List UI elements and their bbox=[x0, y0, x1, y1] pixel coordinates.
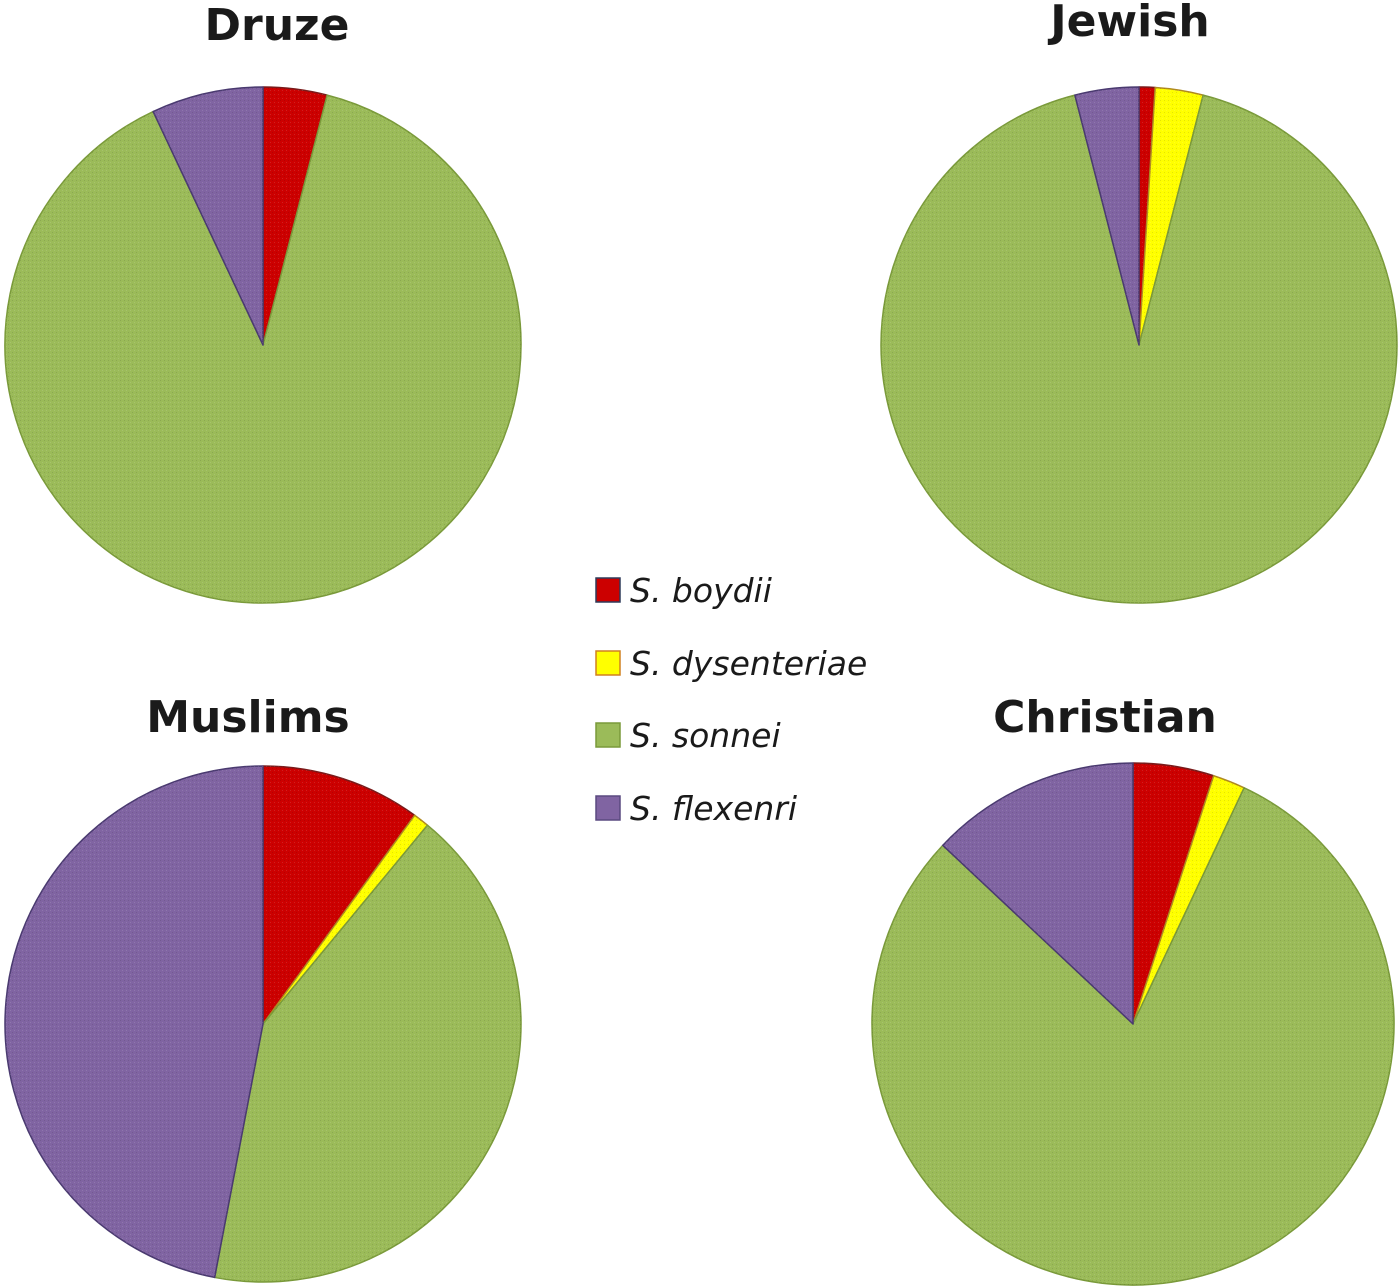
chart-title-muslims: Muslims bbox=[146, 692, 350, 743]
legend-swatch-s-sonnei bbox=[595, 722, 621, 748]
slices-muslims bbox=[4, 765, 522, 1283]
chart-title-christian: Christian bbox=[993, 692, 1217, 743]
legend-swatch-s-flexenri bbox=[595, 795, 621, 821]
legend-item-s-dysenteriae: S. dysenteriae bbox=[595, 644, 867, 683]
legend-item-s-flexenri: S. flexenri bbox=[595, 789, 797, 828]
pie-christian: Christian bbox=[871, 692, 1395, 1286]
legend-label-s-dysenteriae: S. dysenteriae bbox=[630, 644, 867, 683]
legend-item-s-sonnei: S. sonnei bbox=[595, 716, 781, 755]
legend-item-s-boydii: S. boydii bbox=[595, 571, 772, 610]
pie-slice-muslims-s-flexenri bbox=[4, 765, 264, 1279]
slices-jewish bbox=[880, 86, 1398, 604]
legend-swatch-s-boydii bbox=[595, 577, 621, 603]
legend-label-s-boydii: S. boydii bbox=[630, 571, 772, 610]
chart-title-druze: Druze bbox=[205, 0, 350, 51]
pie-muslims: Muslims bbox=[4, 692, 522, 1283]
pie-jewish: Jewish bbox=[880, 0, 1398, 604]
legend: S. boydii S. dysenteriae S. sonnei S. fl… bbox=[595, 571, 867, 828]
slices-christian bbox=[871, 762, 1395, 1286]
pie-druze: Druze bbox=[4, 0, 522, 604]
chart-title-jewish: Jewish bbox=[1047, 0, 1209, 47]
slices-druze bbox=[4, 86, 522, 604]
legend-label-s-flexenri: S. flexenri bbox=[630, 789, 797, 828]
legend-label-s-sonnei: S. sonnei bbox=[630, 716, 781, 755]
legend-swatch-s-dysenteriae bbox=[595, 650, 621, 676]
